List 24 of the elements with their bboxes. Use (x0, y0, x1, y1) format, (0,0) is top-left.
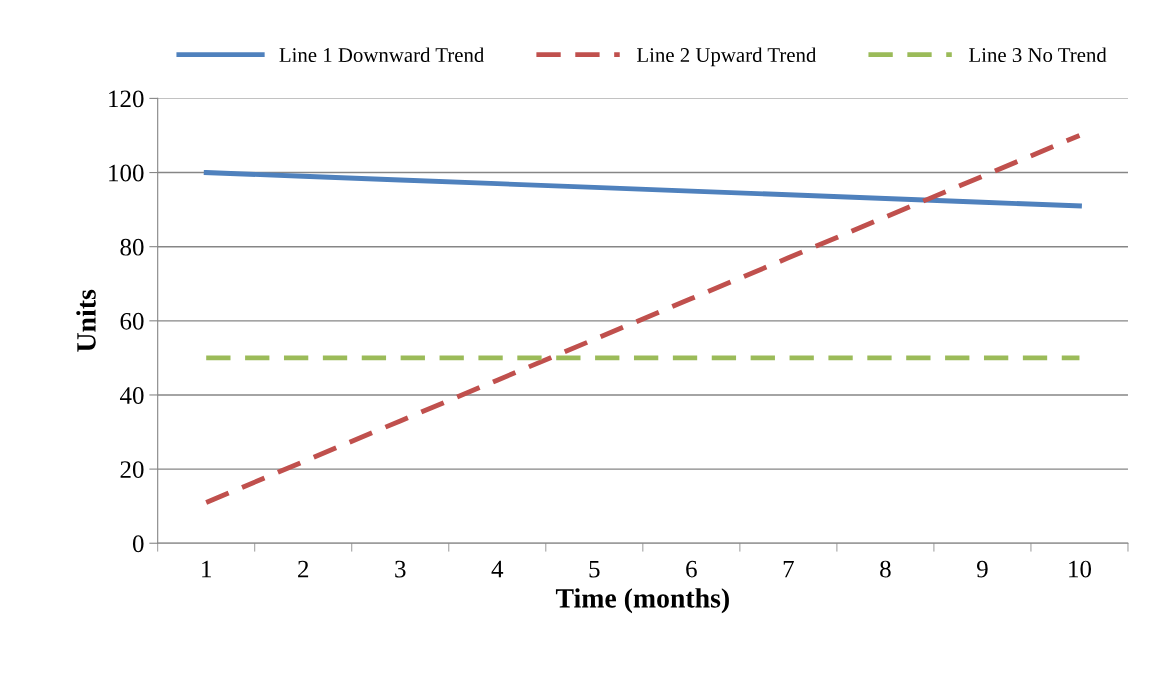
x-tick-label: 8 (880, 560, 891, 578)
y-axis-title: Units (76, 289, 96, 352)
x-tick-label: 9 (976, 560, 988, 578)
line-series (203, 133, 1082, 505)
x-tick-label: 5 (589, 560, 600, 578)
x-tick-label: 2 (298, 560, 309, 578)
y-tick-label: 100 (109, 164, 144, 182)
y-tick-label: 20 (120, 461, 144, 479)
legend-label: Line 2 Upward Trend (637, 47, 817, 67)
y-tick-label: 40 (119, 387, 144, 404)
legend-label: Line 3 No Trend (969, 47, 1107, 63)
line-series (203, 170, 1082, 209)
x-axis-title: Time (months) (555, 588, 729, 614)
x-tick-label: 10 (1069, 560, 1092, 578)
legend-label: Line 1 Downward Trend (279, 47, 485, 63)
x-tick-label: 6 (686, 560, 697, 578)
y-tick-label: 0 (132, 535, 144, 553)
x-tick-label: 1 (202, 560, 211, 578)
x-tick-label: 3 (395, 560, 406, 578)
y-tick-label: 60 (120, 312, 144, 330)
y-tick-label: 80 (120, 238, 144, 256)
x-tick-label: 7 (783, 560, 794, 578)
y-tick-label: 120 (109, 90, 144, 108)
x-tick-label: 4 (491, 560, 504, 578)
